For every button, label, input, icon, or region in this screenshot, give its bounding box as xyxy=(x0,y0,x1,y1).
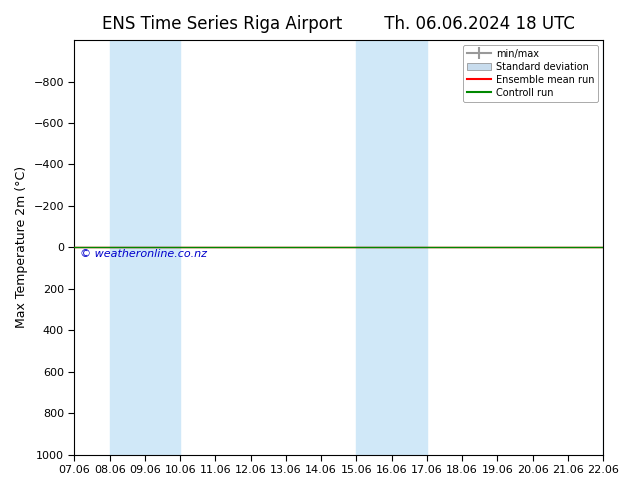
Y-axis label: Max Temperature 2m (°C): Max Temperature 2m (°C) xyxy=(15,166,28,328)
Legend: min/max, Standard deviation, Ensemble mean run, Controll run: min/max, Standard deviation, Ensemble me… xyxy=(463,45,598,101)
Title: ENS Time Series Riga Airport        Th. 06.06.2024 18 UTC: ENS Time Series Riga Airport Th. 06.06.2… xyxy=(102,15,575,33)
Text: © weatheronline.co.nz: © weatheronline.co.nz xyxy=(80,249,207,259)
Bar xyxy=(110,40,180,455)
Bar xyxy=(356,40,427,455)
Bar xyxy=(603,40,634,455)
